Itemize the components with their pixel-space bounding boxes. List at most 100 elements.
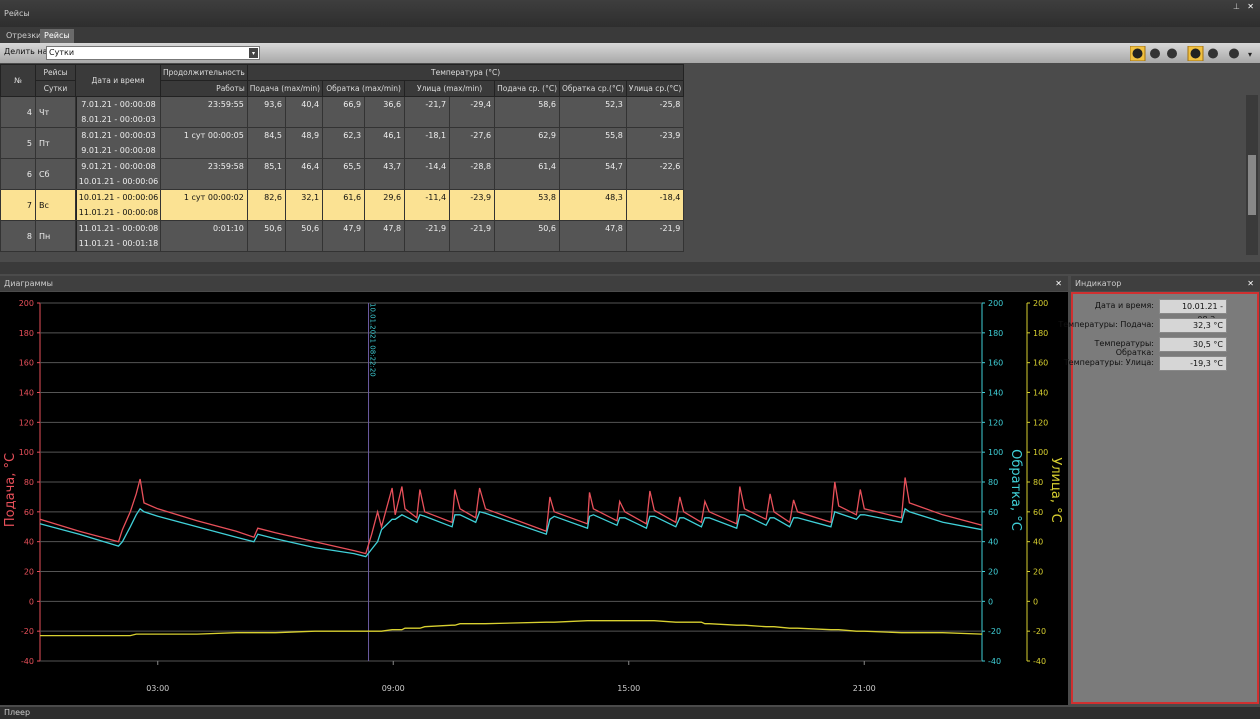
row-datetime: 10.01.21 - 00:00:06 11.01.21 - 00:00:08 xyxy=(75,189,161,221)
header-cell: Улица (max/min) xyxy=(404,80,496,97)
y-tick-label: 140 xyxy=(988,389,1003,398)
series-line xyxy=(39,477,983,555)
row-day: Чт xyxy=(35,96,76,128)
y-tick-label: 200 xyxy=(988,299,1003,308)
row-value: -23,9 xyxy=(625,127,685,159)
trips-table: № Рейсы Дата и время Продолжительность Т… xyxy=(0,64,685,252)
y-tick-label: 0 xyxy=(29,597,34,606)
indicator-label: Температуры: Подача: xyxy=(1058,320,1154,329)
svg-text:▾: ▾ xyxy=(1248,50,1252,59)
y-tick-label: 120 xyxy=(1033,418,1048,427)
footer: Плеер xyxy=(0,707,1260,719)
toolbar-icons[interactable]: ▾ xyxy=(1130,46,1258,61)
y-tick-label: 20 xyxy=(988,568,998,577)
splitter[interactable] xyxy=(0,262,1260,274)
tab-active[interactable]: Рейсы xyxy=(40,29,74,43)
y-tick-label: 160 xyxy=(19,359,34,368)
y-tick-label: 160 xyxy=(1033,359,1048,368)
table-row[interactable]: 5 Пт 8.01.21 - 00:00:03 9.01.21 - 00:00:08 1… xyxy=(0,127,685,159)
row-value: 52,3 xyxy=(559,96,627,128)
table-row[interactable]: 8 Пн 11.01.21 - 00:00:08 11.01.21 - 00:01:1… xyxy=(0,220,685,252)
y-tick-label: 80 xyxy=(988,478,998,487)
row-value: 36,6 xyxy=(364,96,406,128)
row-value: 47,8 xyxy=(364,220,406,252)
y-tick-label: 120 xyxy=(19,418,34,427)
y-tick-label: 100 xyxy=(1033,448,1048,457)
indicator-label: Дата и время: xyxy=(1094,301,1154,310)
y-tick-label: 0 xyxy=(1033,597,1038,606)
x-tick-label: 09:00 xyxy=(382,684,405,693)
row-value: -27,6 xyxy=(449,127,496,159)
row-value: 48,9 xyxy=(284,127,324,159)
table-row[interactable]: 4 Чт 7.01.21 - 00:00:08 8.01.21 - 00:00:03 2… xyxy=(0,96,685,128)
row-value: -22,6 xyxy=(625,158,685,190)
end-time: 9.01.21 - 00:00:08 xyxy=(76,143,160,158)
table-row[interactable]: 7 Вс 10.01.21 - 00:00:06 11.01.21 - 00:00:0… xyxy=(0,189,685,221)
table-row[interactable]: 6 Сб 9.01.21 - 00:00:08 10.01.21 - 00:00:06… xyxy=(0,158,685,190)
y-tick-label: 160 xyxy=(988,359,1003,368)
start-time: 10.01.21 - 00:00:06 xyxy=(76,190,160,205)
row-value: 62,3 xyxy=(322,127,366,159)
row-value: -21,7 xyxy=(404,96,451,128)
y-tick-label: 20 xyxy=(1033,568,1043,577)
tab-bar: Отрезки Рейсы ⊥ ✕ xyxy=(0,2,1260,43)
row-value: 58,6 xyxy=(494,96,561,128)
row-value: 29,6 xyxy=(364,189,406,221)
row-value: 84,5 xyxy=(246,127,286,159)
y-tick-label: -20 xyxy=(1033,627,1046,636)
y-tick-label: 80 xyxy=(24,478,34,487)
y-tick-label: 180 xyxy=(988,329,1003,338)
row-duration: 1 сут 00:00:02 xyxy=(160,189,248,221)
header-cell: Дата и время xyxy=(75,64,161,97)
row-value: 32,1 xyxy=(284,189,324,221)
row-day: Пт xyxy=(35,127,76,159)
start-time: 11.01.21 - 00:00:08 xyxy=(76,221,160,236)
y-tick-label: 40 xyxy=(1033,538,1043,547)
row-day: Пн xyxy=(35,220,76,252)
row-value: -21,9 xyxy=(404,220,451,252)
x-tick-label: 03:00 xyxy=(146,684,169,693)
row-value: 61,4 xyxy=(494,158,561,190)
split-dropdown[interactable]: Сутки ▾ xyxy=(46,46,260,60)
close[interactable]: ✕ xyxy=(1247,2,1254,11)
window-title: Рейсы xyxy=(0,0,1260,27)
tab[interactable]: Отрезки xyxy=(6,31,42,40)
row-value: -11,4 xyxy=(404,189,451,221)
y-tick-label: -20 xyxy=(988,627,1001,636)
row-value: -23,9 xyxy=(449,189,496,221)
header-cell: Улица ср.(°C) xyxy=(625,80,685,97)
series-line xyxy=(40,620,983,637)
panel-title-text: Диаграммы xyxy=(4,279,53,288)
dropdown-value: Сутки xyxy=(49,48,75,57)
row-value: -25,8 xyxy=(625,96,685,128)
y-tick-label: 100 xyxy=(19,448,34,457)
end-time: 11.01.21 - 00:01:18 xyxy=(76,236,160,251)
row-value: 46,1 xyxy=(364,127,406,159)
x-tick-label: 15:00 xyxy=(617,684,640,693)
pin[interactable]: ⊥ xyxy=(1233,2,1240,11)
y-tick-label: 60 xyxy=(24,508,34,517)
scrollbar[interactable] xyxy=(1246,95,1258,255)
row-datetime: 11.01.21 - 00:00:08 11.01.21 - 00:01:18 xyxy=(75,220,161,252)
row-value: 62,9 xyxy=(494,127,561,159)
end-time: 8.01.21 - 00:00:03 xyxy=(76,112,160,127)
row-value: 93,6 xyxy=(246,96,286,128)
toolbar: Делить на: Сутки ▾ ▾ xyxy=(0,43,1260,63)
header-cell: № xyxy=(0,64,36,97)
y-tick-label: 100 xyxy=(988,448,1003,457)
y-tick-label: 180 xyxy=(19,329,34,338)
panel-title-text: Индикатор xyxy=(1075,279,1122,288)
indicator-value: 10.01.21 - 08:2... xyxy=(1159,299,1227,324)
row-number: 7 xyxy=(0,189,36,221)
row-value: -28,8 xyxy=(449,158,496,190)
axis-title: Обратка, °C xyxy=(1008,449,1023,531)
row-value: 55,8 xyxy=(559,127,627,159)
cursor-label: 10.01.2021 08:22:20 xyxy=(369,303,377,377)
indicator-panel: Дата и время: 10.01.21 - 08:2... Температу… xyxy=(1058,292,1259,704)
y-tick-label: 20 xyxy=(24,568,34,577)
indicator-value: 30,5 °C xyxy=(1159,337,1227,352)
panel-title: Диаграммы ✕ xyxy=(0,276,1068,291)
y-tick-label: -40 xyxy=(988,657,1001,666)
row-value: 50,6 xyxy=(284,220,324,252)
